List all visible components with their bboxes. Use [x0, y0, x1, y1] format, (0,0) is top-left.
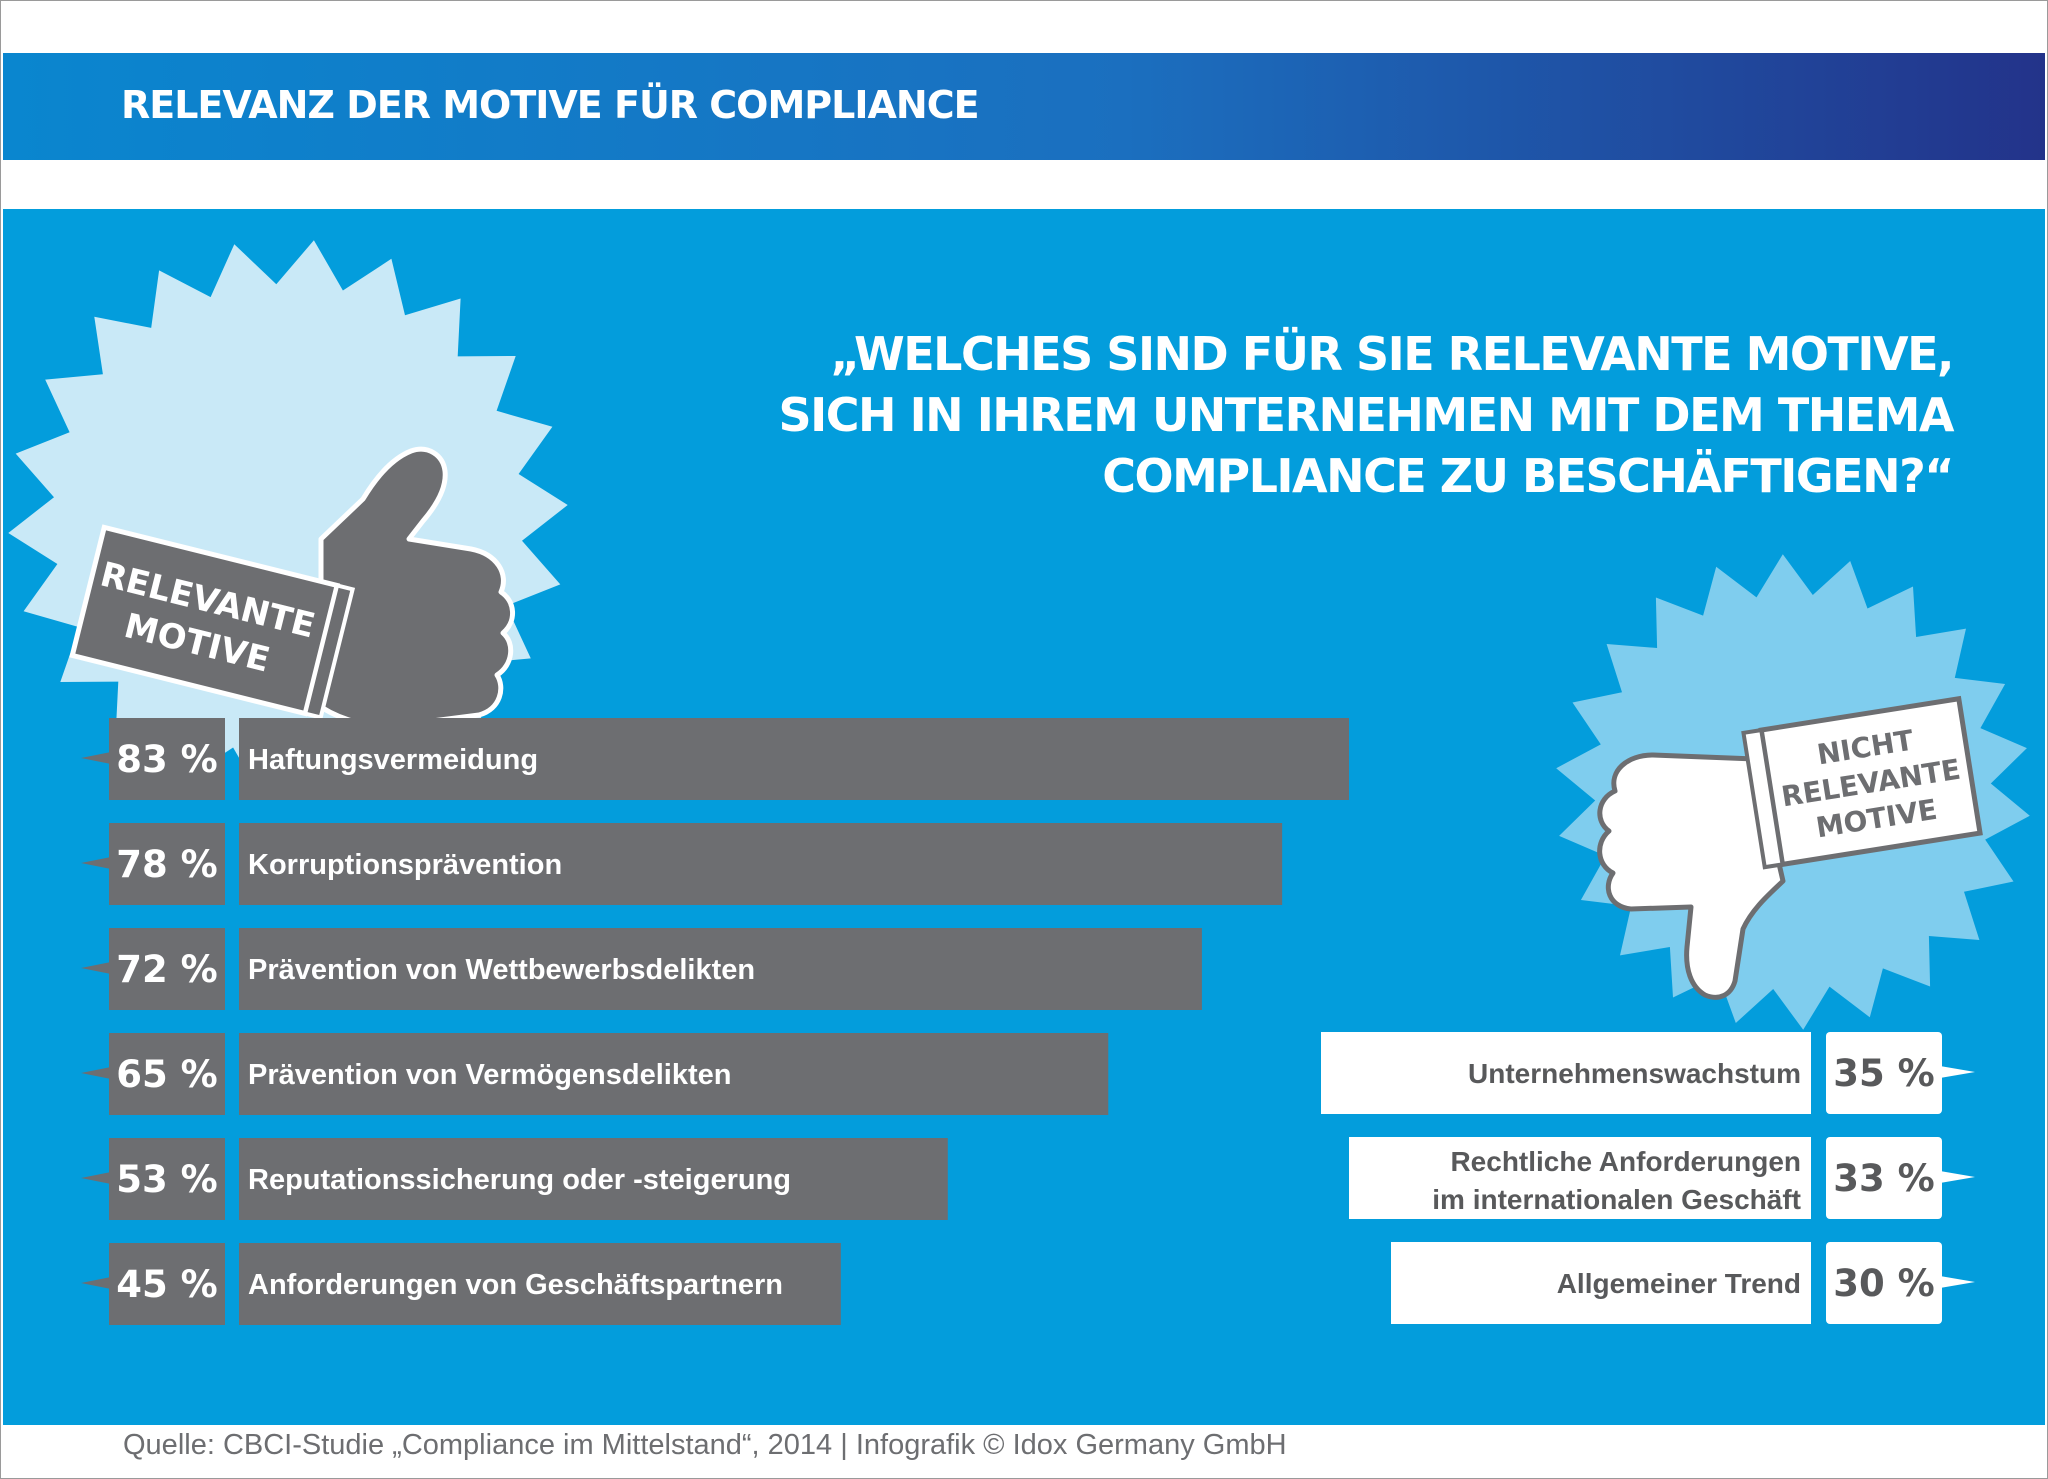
bar — [239, 718, 1349, 800]
percent-box — [1826, 1137, 1942, 1219]
percent-box — [109, 718, 225, 800]
percent-box — [1826, 1032, 1942, 1114]
thumbs-up-icon — [318, 446, 515, 729]
question-line: „WELCHES SIND FÜR SIE RELEVANTE MOTIVE, — [830, 327, 1954, 381]
not-relevant-label-card: NICHT RELEVANTE MOTIVE — [1741, 695, 1983, 870]
percent-box — [1826, 1242, 1942, 1324]
percent-label: 45 % — [116, 1263, 217, 1306]
bar — [239, 928, 1202, 1010]
bar-label: Allgemeiner Trend — [1557, 1268, 1801, 1299]
bar-label: im internationalen Geschäft — [1432, 1184, 1801, 1215]
percent-label: 30 % — [1833, 1262, 1934, 1305]
bar — [1391, 1242, 1811, 1324]
motive-chart: RELEVANTE MOTIVE NICHT RELEVANTE MOTIVE — [8, 240, 2030, 1325]
percent-box — [109, 1243, 225, 1325]
relevant-badge: RELEVANTE MOTIVE — [8, 240, 568, 798]
bar-label: Prävention von Vermögensdelikten — [248, 1059, 731, 1091]
relevant-label-card: RELEVANTE MOTIVE — [69, 524, 356, 720]
percent-label: 65 % — [116, 1053, 217, 1096]
thumbs-down-icon — [1597, 752, 1786, 1000]
question-line: COMPLIANCE ZU BESCHÄFTIGEN?“ — [1102, 449, 1954, 503]
pct-pointer — [81, 962, 111, 974]
bar — [239, 1243, 841, 1325]
pct-pointer — [81, 752, 111, 764]
main-panel: „WELCHES SIND FÜR SIE RELEVANTE MOTIVE, … — [3, 209, 2045, 1425]
pct-pointer — [81, 857, 111, 869]
page-title: RELEVANZ DER MOTIVE FÜR COMPLIANCE — [121, 83, 980, 127]
percent-box — [109, 1138, 225, 1220]
pct-pointer — [1940, 1171, 1975, 1183]
percent-label: 83 % — [116, 738, 217, 781]
percent-box — [109, 928, 225, 1010]
percent-label: 78 % — [116, 843, 217, 886]
percent-label: 33 % — [1833, 1157, 1934, 1200]
pct-pointer — [1940, 1066, 1975, 1078]
bar-label: Reputationssicherung oder -steigerung — [248, 1164, 791, 1196]
bar-label: Rechtliche Anforderungen — [1450, 1146, 1801, 1177]
bar — [239, 1138, 948, 1220]
percent-label: 35 % — [1833, 1052, 1934, 1095]
not-relevant-badge: NICHT RELEVANTE MOTIVE — [1556, 554, 2030, 1030]
pct-pointer — [81, 1067, 111, 1079]
not-relevant-bars: Unternehmenswachstum 35 % Rechtliche Anfor… — [1321, 1032, 1975, 1324]
bar-label: Haftungsvermeidung — [248, 744, 538, 776]
percent-label: 53 % — [116, 1158, 217, 1201]
bar — [1349, 1137, 1811, 1219]
percent-box — [109, 823, 225, 905]
bar — [1321, 1032, 1811, 1114]
bar — [239, 1033, 1109, 1115]
pct-pointer — [81, 1277, 111, 1289]
source-note: Quelle: CBCI-Studie „Compliance im Mitte… — [123, 1429, 1287, 1461]
pct-pointer — [1940, 1276, 1975, 1288]
header-banner: RELEVANZ DER MOTIVE FÜR COMPLIANCE — [3, 53, 2045, 160]
survey-question: „WELCHES SIND FÜR SIE RELEVANTE MOTIVE, … — [653, 324, 1955, 507]
pct-pointer — [81, 1172, 111, 1184]
percent-label: 72 % — [116, 948, 217, 991]
bar-label: Prävention von Wettbewerbsdelikten — [248, 954, 755, 986]
bar — [239, 823, 1283, 905]
question-line: SICH IN IHREM UNTERNEHMEN MIT DEM THEMA — [778, 388, 1955, 442]
bar-label: Korruptionsprävention — [248, 849, 562, 881]
percent-box — [109, 1033, 225, 1115]
relevant-bars: 83 % Haftungsvermeidung 78 % Korruptionsprä… — [81, 718, 1349, 1325]
bar-label: Anforderungen von Geschäftspartnern — [248, 1269, 783, 1301]
bar-label: Unternehmenswachstum — [1468, 1058, 1801, 1089]
